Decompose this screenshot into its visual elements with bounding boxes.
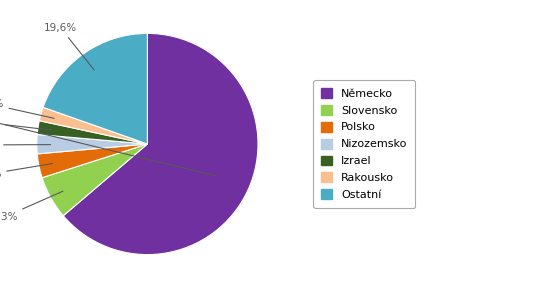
Wedge shape	[37, 134, 147, 154]
Text: 19,6%: 19,6%	[44, 23, 94, 70]
Text: 2,0%: 2,0%	[0, 99, 54, 118]
Legend: Německo, Slovensko, Polsko, Nizozemsko, Izrael, Rakousko, Ostatní: Německo, Slovensko, Polsko, Nizozemsko, …	[314, 80, 415, 208]
Wedge shape	[37, 144, 147, 178]
Text: 63,7%: 63,7%	[0, 111, 215, 176]
Wedge shape	[37, 121, 147, 144]
Wedge shape	[42, 144, 147, 216]
Wedge shape	[43, 33, 147, 144]
Text: 2,0%: 2,0%	[0, 118, 51, 130]
Wedge shape	[39, 107, 147, 144]
Wedge shape	[63, 33, 258, 255]
Text: 6,3%: 6,3%	[0, 191, 63, 222]
Text: 3,5%: 3,5%	[0, 164, 53, 179]
Text: 2,8%: 2,8%	[0, 140, 50, 150]
